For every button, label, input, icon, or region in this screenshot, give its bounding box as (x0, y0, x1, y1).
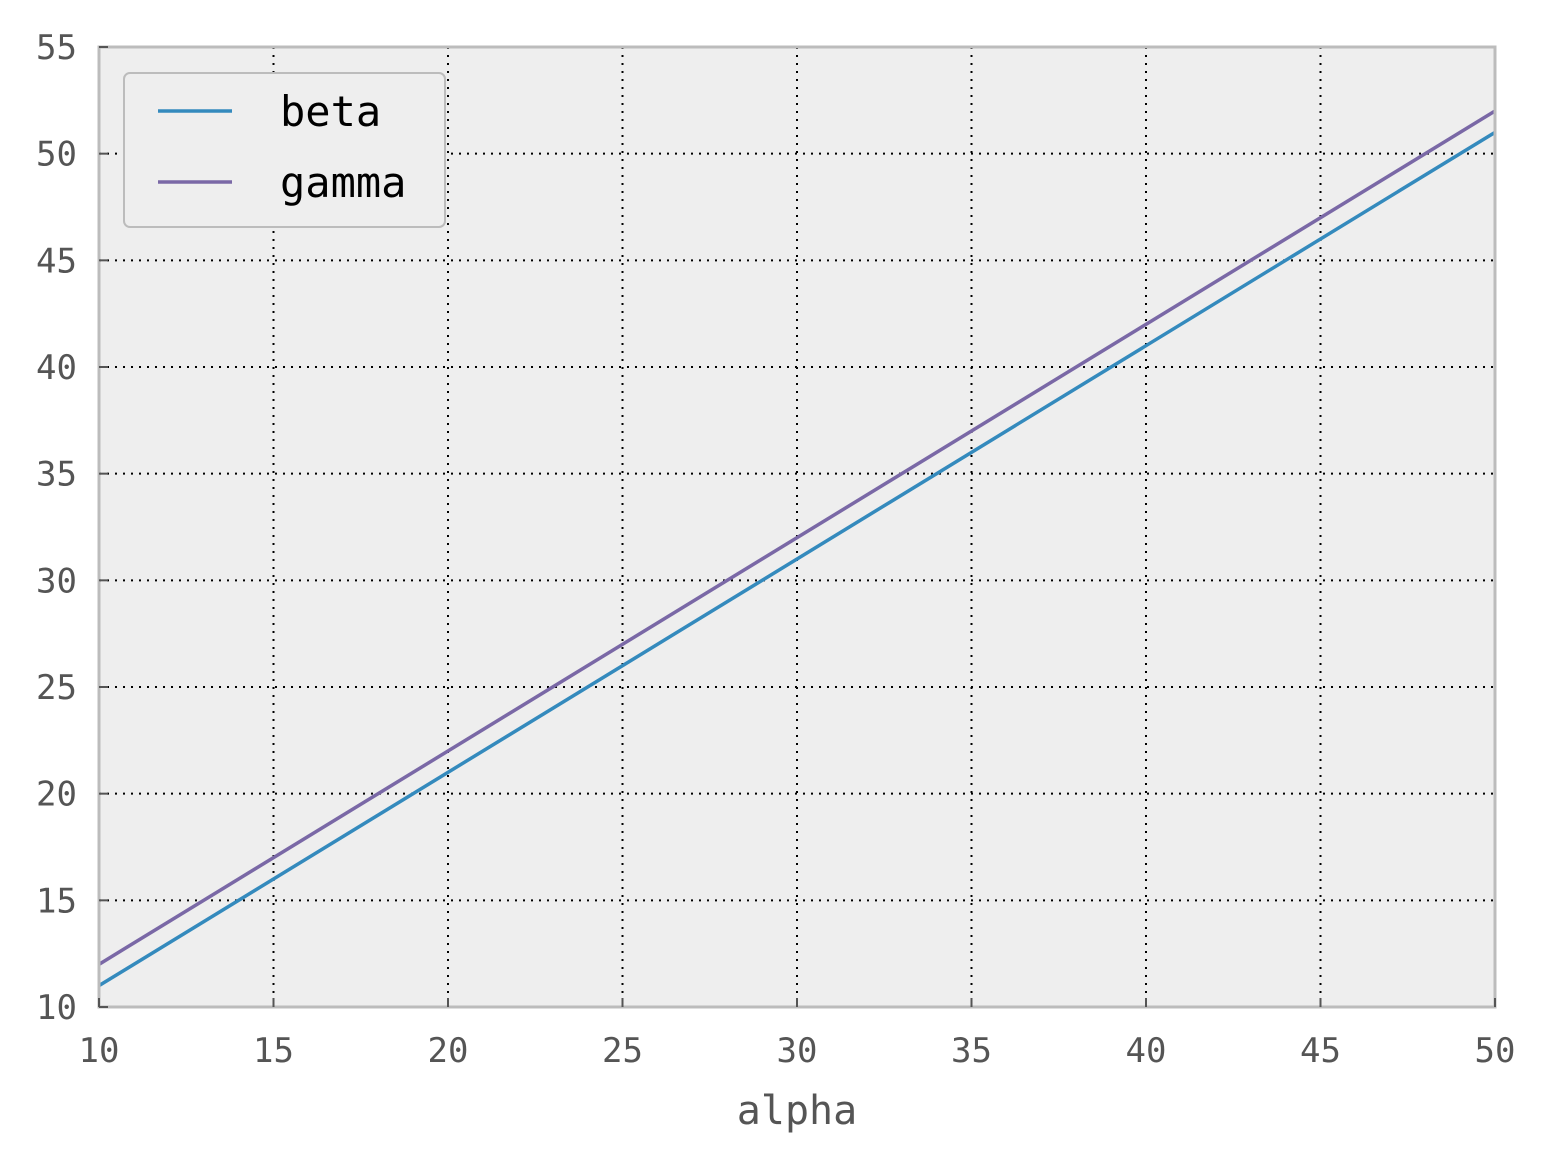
series-line-gamma (98, 109, 1496, 966)
x-axis: 10 15 20 25 30 35 40 45 50 (79, 998, 1516, 1071)
y-tick-label: 25 (36, 668, 77, 708)
y-tick-label: 15 (36, 881, 77, 921)
legend: beta gamma (123, 72, 446, 228)
y-tick-label: 50 (36, 135, 77, 175)
y-tick-label: 10 (36, 988, 77, 1028)
legend-label-beta: beta (280, 87, 381, 136)
x-axis-title: alpha (737, 1088, 857, 1134)
x-tick-label: 20 (428, 1031, 469, 1071)
series-lines (98, 109, 1496, 988)
x-tick-label: 40 (1126, 1031, 1167, 1071)
x-tick-label: 10 (79, 1031, 120, 1071)
x-tick-label: 45 (1300, 1031, 1341, 1071)
y-tick-label: 20 (36, 775, 77, 815)
grid (99, 47, 1495, 1007)
y-tick-label: 45 (36, 241, 77, 281)
series-line-beta (98, 130, 1496, 988)
y-tick-label: 30 (36, 561, 77, 601)
x-tick-label: 35 (951, 1031, 992, 1071)
y-tick-label: 55 (36, 28, 77, 68)
x-tick-label: 25 (602, 1031, 643, 1071)
x-tick-label: 15 (253, 1031, 294, 1071)
x-tick-label: 50 (1475, 1031, 1516, 1071)
x-tick-label: 30 (777, 1031, 818, 1071)
y-axis: 10 15 20 25 30 35 40 45 50 55 (36, 28, 108, 1028)
y-tick-label: 40 (36, 348, 77, 388)
legend-label-gamma: gamma (280, 158, 406, 207)
y-tick-label: 35 (36, 455, 77, 495)
